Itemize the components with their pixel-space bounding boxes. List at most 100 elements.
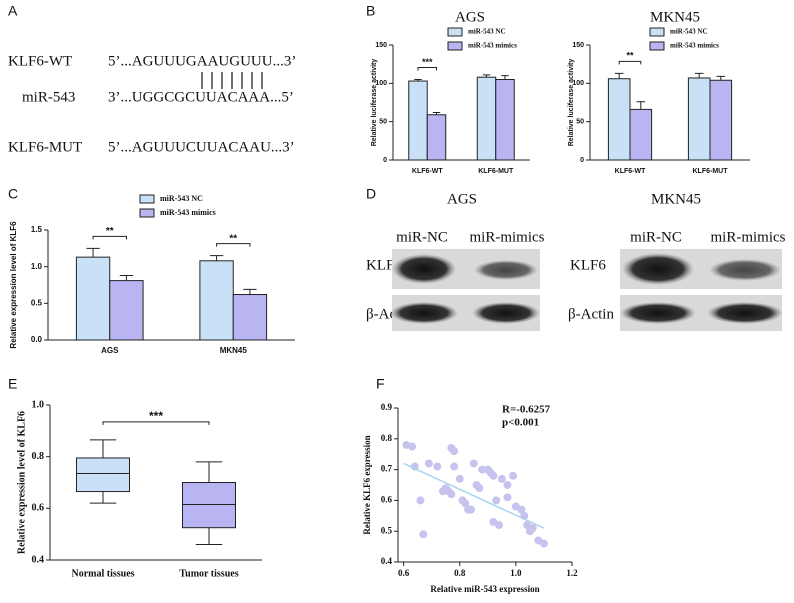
panel-label: B: [366, 3, 375, 19]
significance-label: **: [106, 226, 114, 237]
legend-label: miR-543 mimics: [670, 42, 719, 50]
sequence: 5’...AGUUUGAAUGUUU...3’: [108, 53, 296, 69]
significance-bracket: [417, 67, 437, 71]
panel-label: F: [376, 376, 385, 392]
box: [76, 457, 130, 493]
significance-bracket: [92, 235, 127, 240]
lane-label: miR-mimics: [711, 229, 786, 245]
y-tick-label: 150: [572, 42, 584, 49]
bar: [232, 294, 268, 341]
bar: [426, 114, 447, 161]
legend-label: miR-543 mimics: [468, 42, 517, 50]
blot-band: [472, 302, 540, 324]
legend-label: miR-543 NC: [468, 28, 506, 36]
error-bar: [694, 72, 704, 78]
bar: [607, 78, 631, 161]
point: [503, 481, 512, 489]
significance-label: ***: [149, 409, 163, 423]
blot-band: [622, 253, 694, 285]
bar: [109, 280, 144, 341]
x-tick-label: KLF6-WT: [615, 168, 646, 175]
x-tick-label: 0.6: [398, 568, 410, 578]
legend-swatch: [447, 27, 463, 37]
error-bar: [119, 274, 134, 281]
blot-band: [474, 260, 538, 280]
y-axis-label: Relative expression level of KLF6: [9, 221, 18, 349]
legend-label: miR-543 NC: [160, 194, 203, 203]
error-bar: [716, 75, 726, 81]
y-axis-label: Relative luciferase activity: [568, 59, 575, 147]
legend-label: miR-543 NC: [670, 28, 708, 36]
legend-swatch: [649, 41, 665, 51]
y-tick-label: 150: [375, 42, 387, 49]
point: [539, 539, 548, 548]
sequence: 5’...AGUUUCUUACAAU...3’: [108, 139, 295, 155]
point: [503, 493, 512, 502]
y-tick-label: 0.6: [32, 503, 45, 514]
sequence-panel: KLF6-WT 5’...AGUUUGAAUGUUU...3’ miR-543 …: [8, 53, 296, 155]
point: [450, 447, 459, 456]
point: [408, 442, 417, 451]
significance-label: ***: [422, 57, 433, 67]
x-axis-label: Relative miR-543 expression: [430, 584, 539, 594]
point: [410, 462, 419, 471]
sequence-name: KLF6-WT: [8, 53, 72, 69]
whisker: [89, 439, 117, 458]
point: [447, 490, 456, 499]
error-bar: [243, 288, 257, 295]
error-bar: [636, 101, 646, 110]
y-tick-label: 1.0: [31, 262, 43, 271]
sequence: 3’...UGGCGCUUACAAA...5’: [108, 89, 294, 105]
blot-band: [620, 302, 696, 324]
y-tick-label: 100: [375, 80, 387, 87]
point: [475, 484, 484, 493]
x-tick-label: Normal tissues: [71, 568, 134, 579]
y-tick-label: 50: [379, 119, 387, 126]
y-axis-label: Relative expression level of KLF6: [16, 411, 27, 554]
y-axis-label: Relative luciferase activity: [371, 59, 378, 147]
x-tick-label: KLF6-MUT: [478, 168, 514, 175]
x-tick-label: Tumor tissues: [179, 568, 238, 579]
blot-row-label: β-Actin: [568, 306, 614, 322]
blot-row-label: KLF6: [570, 257, 606, 273]
point: [478, 465, 487, 474]
point: [416, 496, 425, 505]
blot-band: [709, 259, 781, 281]
fit-line: [403, 462, 545, 529]
western-blot: AGS miR-NC miR-mimics KLF6 β-Actin MKN45…: [366, 191, 786, 331]
error-bar: [414, 79, 422, 82]
legend-swatch: [649, 27, 665, 37]
lane-label: miR-NC: [396, 229, 448, 245]
whisker: [195, 527, 223, 545]
panel-label: A: [8, 3, 18, 19]
sequence-name: miR-543: [22, 89, 75, 105]
significance-bracket: [102, 421, 210, 425]
annotation: p<0.001: [502, 417, 539, 429]
panel-label: E: [8, 376, 17, 392]
error-bar: [86, 247, 100, 258]
point: [461, 499, 470, 508]
bar: [629, 108, 653, 161]
x-tick-label: KLF6-WT: [412, 168, 443, 175]
y-tick-label: 0.4: [381, 556, 393, 566]
error-bar: [482, 74, 491, 78]
bar: [495, 79, 515, 161]
chart-title: AGS: [455, 9, 485, 25]
point: [450, 462, 459, 471]
point: [469, 459, 478, 468]
blot-band: [390, 302, 458, 324]
y-tick-label: 1.0: [32, 399, 45, 410]
panel-label: D: [366, 186, 376, 202]
y-tick-label: 0: [383, 157, 387, 164]
y-tick-label: 0.0: [31, 335, 43, 344]
blot-title: MKN45: [651, 191, 701, 207]
point: [492, 496, 501, 505]
y-tick-label: 50: [576, 119, 584, 126]
point: [497, 474, 506, 483]
bar: [75, 256, 111, 341]
point: [528, 524, 537, 533]
legend-label: miR-543 mimics: [160, 208, 216, 217]
bar: [408, 80, 428, 161]
y-tick-label: 0: [580, 157, 584, 164]
